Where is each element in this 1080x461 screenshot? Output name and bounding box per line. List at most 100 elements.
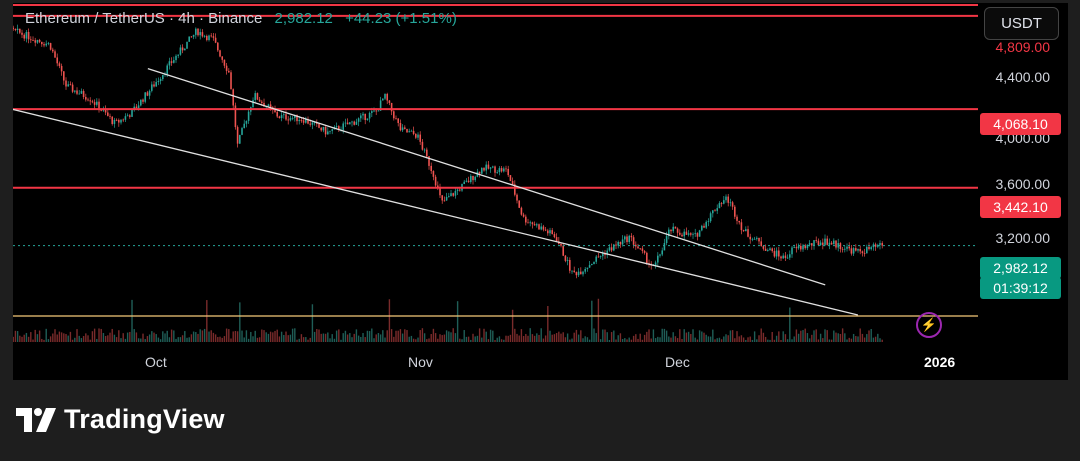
volume-bar xyxy=(465,336,468,342)
candle-body xyxy=(190,36,193,38)
lightning-icon[interactable]: ⚡ xyxy=(916,312,942,338)
volume-bar xyxy=(34,329,36,342)
currency-button[interactable]: USDT xyxy=(984,7,1059,40)
candle-body xyxy=(643,250,646,253)
candle-body xyxy=(280,115,283,119)
candle-body xyxy=(126,115,129,117)
volume-bar xyxy=(91,331,94,342)
volume-bar xyxy=(74,337,76,342)
candle-body xyxy=(518,200,521,208)
volume-bar xyxy=(553,334,556,342)
candle-body xyxy=(243,123,246,129)
volume-bar xyxy=(687,331,690,342)
volume-bar xyxy=(397,330,399,342)
volume-bar xyxy=(432,328,435,342)
candle-body xyxy=(734,206,736,217)
volume-bar xyxy=(617,335,619,342)
volume-bar xyxy=(78,335,80,342)
volume-bar xyxy=(426,339,428,342)
volume-bar xyxy=(489,329,492,342)
volume-bar xyxy=(120,338,122,342)
candle-body xyxy=(560,243,562,246)
volume-bar xyxy=(278,336,281,342)
header-price: 2,982.12 xyxy=(274,10,333,27)
volume-bar xyxy=(795,329,798,342)
volume-bar xyxy=(276,329,278,342)
candle-body xyxy=(690,233,692,235)
volume-bar xyxy=(542,338,545,342)
tradingview-logo[interactable]: TradingView xyxy=(16,404,225,435)
candle-body xyxy=(247,111,250,121)
volume-bar xyxy=(452,328,454,342)
volume-bar xyxy=(487,339,490,342)
candle-body xyxy=(263,102,265,107)
candle-body xyxy=(65,80,67,87)
symbol-label[interactable]: Ethereum / TetherUS · 4h · Binance xyxy=(25,10,263,27)
candle-body xyxy=(371,111,373,113)
volume-bar xyxy=(564,337,567,342)
candle-body xyxy=(861,251,864,254)
volume-bar xyxy=(540,328,542,342)
candle-body xyxy=(80,91,83,94)
volume-bar xyxy=(212,332,215,342)
candle-body xyxy=(129,115,131,117)
volume-bar xyxy=(463,330,465,342)
volume-bar xyxy=(577,334,580,342)
candle-body xyxy=(782,255,785,259)
candle-body xyxy=(87,99,89,101)
candle-body xyxy=(584,268,587,272)
volume-bar xyxy=(870,328,872,342)
candle-body xyxy=(98,101,100,111)
candle-body xyxy=(712,210,714,214)
volume-bar xyxy=(861,333,864,342)
candle-body xyxy=(115,119,118,121)
volume-bar xyxy=(261,329,263,342)
candle-body xyxy=(525,216,527,223)
candle-body xyxy=(245,120,248,124)
candle-body xyxy=(630,235,633,238)
candle-body xyxy=(27,31,30,40)
volume-bar xyxy=(738,336,740,342)
candle-body xyxy=(866,246,868,254)
level-tag-4068[interactable]: 4,068.10 xyxy=(980,113,1061,135)
volume-bar xyxy=(767,339,769,342)
candle-body xyxy=(360,115,362,119)
candle-body xyxy=(591,264,593,266)
volume-bar xyxy=(115,337,118,342)
volume-bar xyxy=(628,337,630,342)
candle-body xyxy=(725,196,727,201)
volume-bar xyxy=(104,335,107,342)
candle-body xyxy=(104,109,107,113)
level-tag-3442[interactable]: 3,442.10 xyxy=(980,196,1061,218)
candle-body xyxy=(808,243,811,245)
volume-bar xyxy=(595,333,597,342)
candle-body xyxy=(516,194,518,201)
volume-bar xyxy=(533,335,536,342)
volume-bar xyxy=(780,339,782,342)
candle-body xyxy=(434,176,437,186)
candle-body xyxy=(679,232,681,235)
volume-bar xyxy=(368,331,371,342)
candle-body xyxy=(41,41,43,45)
trend-line-1 xyxy=(147,67,826,286)
volume-bar xyxy=(219,336,221,342)
candle-body xyxy=(102,109,105,111)
candle-body xyxy=(698,230,701,237)
candle-body xyxy=(212,36,215,38)
candle-body xyxy=(49,43,52,50)
candle-body xyxy=(254,93,257,101)
chart-area[interactable]: Ethereum / TetherUS · 4h · Binance 2,982… xyxy=(13,3,1068,380)
candle-body xyxy=(848,246,851,249)
candle-body xyxy=(428,156,430,166)
candle-body xyxy=(575,272,578,276)
candle-body xyxy=(14,28,17,31)
volume-bar xyxy=(21,336,23,342)
price-chart[interactable] xyxy=(13,3,1068,380)
candle-body xyxy=(540,226,543,230)
volume-bar xyxy=(186,337,188,342)
volume-bar xyxy=(740,335,743,342)
volume-bar xyxy=(146,336,149,342)
volume-bar xyxy=(643,334,646,342)
volume-bar xyxy=(690,333,692,342)
volume-bar xyxy=(375,334,377,342)
